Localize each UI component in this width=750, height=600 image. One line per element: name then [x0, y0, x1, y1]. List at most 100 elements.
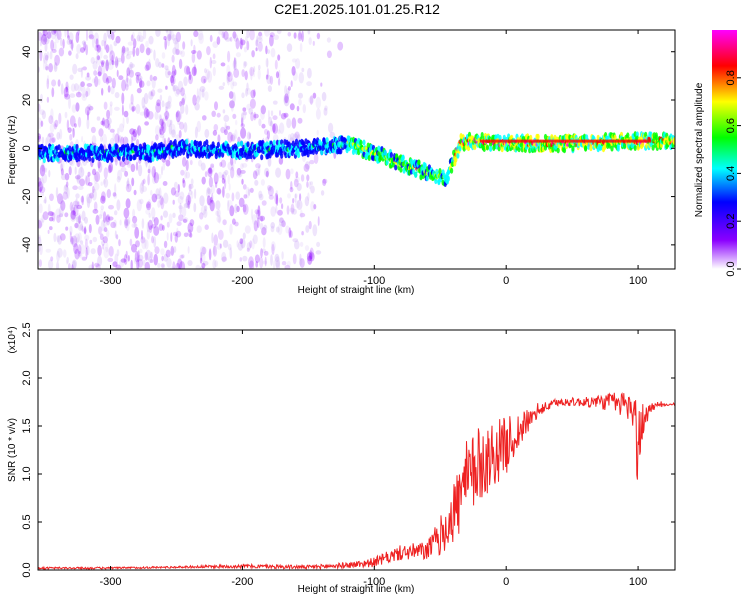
spectrogram-noise-cell — [102, 117, 105, 127]
spectrogram-ridge-cell — [458, 145, 462, 152]
spectrogram-noise-cell — [230, 101, 234, 112]
spectrogram-noise-cell — [220, 126, 226, 134]
spectrogram-noise-cell — [158, 187, 162, 199]
spectrogram-noise-cell — [41, 214, 45, 223]
spectrogram-noise-cell — [154, 246, 160, 255]
spectrogram-noise-cell — [46, 74, 50, 85]
spectrogram-noise-cell — [301, 67, 305, 73]
spectrogram-noise-cell — [161, 120, 164, 131]
spectrogram-noise-cell — [137, 254, 144, 262]
spectrogram-noise-cell — [227, 131, 233, 143]
spectrogram-noise-cell — [159, 125, 165, 136]
spectrogram-noise-cell — [51, 79, 57, 87]
spectrogram-frame — [37, 29, 676, 270]
spectrogram-noise-cell — [226, 64, 231, 77]
spectrogram-noise-cell — [93, 173, 99, 184]
spectrogram-noise-cell — [159, 128, 162, 135]
spectrogram-noise-cell — [207, 167, 213, 178]
spectrogram-noise-cell — [206, 187, 211, 194]
spectrogram-noise-cell — [81, 210, 86, 222]
spectrogram-noise-cell — [81, 135, 84, 143]
spectrogram-noise-cell — [119, 161, 126, 168]
spectrogram-noise-cell — [79, 82, 83, 92]
spectrogram-noise-cell — [105, 59, 109, 72]
spectrogram-noise-cell — [246, 87, 251, 95]
spectrogram-noise-cell — [257, 31, 263, 40]
spectrogram-ridge-cell — [438, 168, 442, 174]
spectrogram-noise-cell — [262, 237, 266, 249]
spectrogram-noise-cell — [104, 118, 110, 129]
spectrogram-noise-cell — [240, 123, 245, 128]
spectrogram-noise-cell — [144, 261, 150, 269]
spectrogram-noise-cell — [59, 195, 64, 206]
spectrogram-noise-cell — [77, 254, 83, 259]
spectrogram-noise-cell — [172, 261, 176, 269]
spectrogram-noise-cell — [216, 187, 222, 195]
spectrogram-noise-cell — [326, 37, 331, 43]
spectrogram-noise-cell — [113, 193, 118, 199]
spectrogram-noise-cell — [168, 123, 172, 135]
spectrogram-noise-cell — [213, 234, 218, 246]
spectrogram-noise-cell — [227, 243, 232, 251]
spectrogram-noise-cell — [62, 249, 67, 258]
spectrogram-noise-cell — [298, 72, 304, 84]
spectrogram-noise-cell — [132, 215, 138, 224]
spectrogram-noise-cell — [235, 191, 240, 200]
spectrogram-noise-cell — [264, 128, 269, 135]
spectrogram-noise-cell — [242, 204, 247, 213]
spectrogram-noise-cell — [97, 71, 102, 77]
spectrogram-noise-cell — [44, 42, 48, 52]
spectrogram-noise-cell — [243, 111, 247, 116]
spectrogram-noise-cell — [289, 103, 295, 111]
x-tick-label: -300 — [100, 576, 122, 588]
spectrogram-noise-cell — [243, 46, 248, 53]
spectrogram-noise-cell — [58, 112, 62, 125]
spectrogram-noise-cell — [74, 166, 77, 175]
spectrogram-noise-cell — [38, 135, 41, 143]
spectrogram-noise-cell — [135, 139, 140, 147]
spectrogram-noise-cell — [179, 121, 185, 130]
spectrogram-noise-cell — [85, 90, 89, 98]
spectrogram-noise-cell — [166, 221, 170, 228]
spectrogram-noise-cell — [136, 87, 142, 94]
spectrogram-noise-cell — [163, 36, 167, 41]
spectrogram-noise-cell — [81, 40, 87, 46]
spectrogram-noise-cell — [232, 218, 236, 225]
spectrogram-noise-cell — [68, 50, 72, 56]
spectrogram-noise-cell — [161, 166, 163, 176]
spectrogram-noise-cell — [126, 73, 129, 84]
spectrogram-noise-cell — [77, 244, 82, 255]
spectrogram-noise-cell — [130, 136, 134, 146]
spectrogram-ridge-cell — [265, 141, 269, 148]
spectrogram-noise-cell — [56, 214, 61, 223]
spectrogram-noise-cell — [54, 54, 60, 66]
spectrogram-ridge-cell — [75, 143, 79, 150]
spectrogram-noise-cell — [59, 128, 63, 140]
spectrogram-noise-cell — [98, 128, 104, 137]
spectrogram-noise-cell — [74, 175, 81, 180]
spectrogram-noise-cell — [66, 30, 69, 39]
spectrogram-noise-cell — [86, 83, 93, 87]
spectrogram-ridge-cell — [325, 137, 329, 144]
spectrogram-noise-cell — [252, 170, 258, 180]
spectrogram-noise-cell — [134, 226, 140, 239]
spectrogram-noise-cell — [249, 66, 255, 77]
spectrogram-noise-cell — [155, 102, 162, 113]
spectrogram-noise-cell — [196, 120, 201, 133]
spectrogram-noise-cell — [71, 127, 75, 132]
spectrogram-noise-cell — [153, 217, 159, 226]
spectrogram-noise-cell — [67, 127, 72, 133]
spectrogram-noise-cell — [237, 241, 244, 251]
spectrogram-noise-cell — [316, 32, 321, 40]
spectrogram-noise-cell — [296, 199, 303, 210]
spectrogram-noise-cell — [229, 223, 233, 235]
spectrogram-noise-cell — [102, 73, 108, 84]
spectrogram-noise-cell — [313, 152, 319, 164]
spectrogram-noise-cell — [264, 256, 267, 267]
spectrogram-noise-cell — [128, 50, 134, 55]
y-tick-label: 1.5 — [21, 418, 33, 433]
spectrogram-noise-cell — [266, 130, 270, 140]
spectrogram-noise-cell — [153, 236, 157, 248]
spectrogram-noise-cell — [107, 123, 111, 130]
spectrogram-noise-cell — [216, 214, 222, 223]
